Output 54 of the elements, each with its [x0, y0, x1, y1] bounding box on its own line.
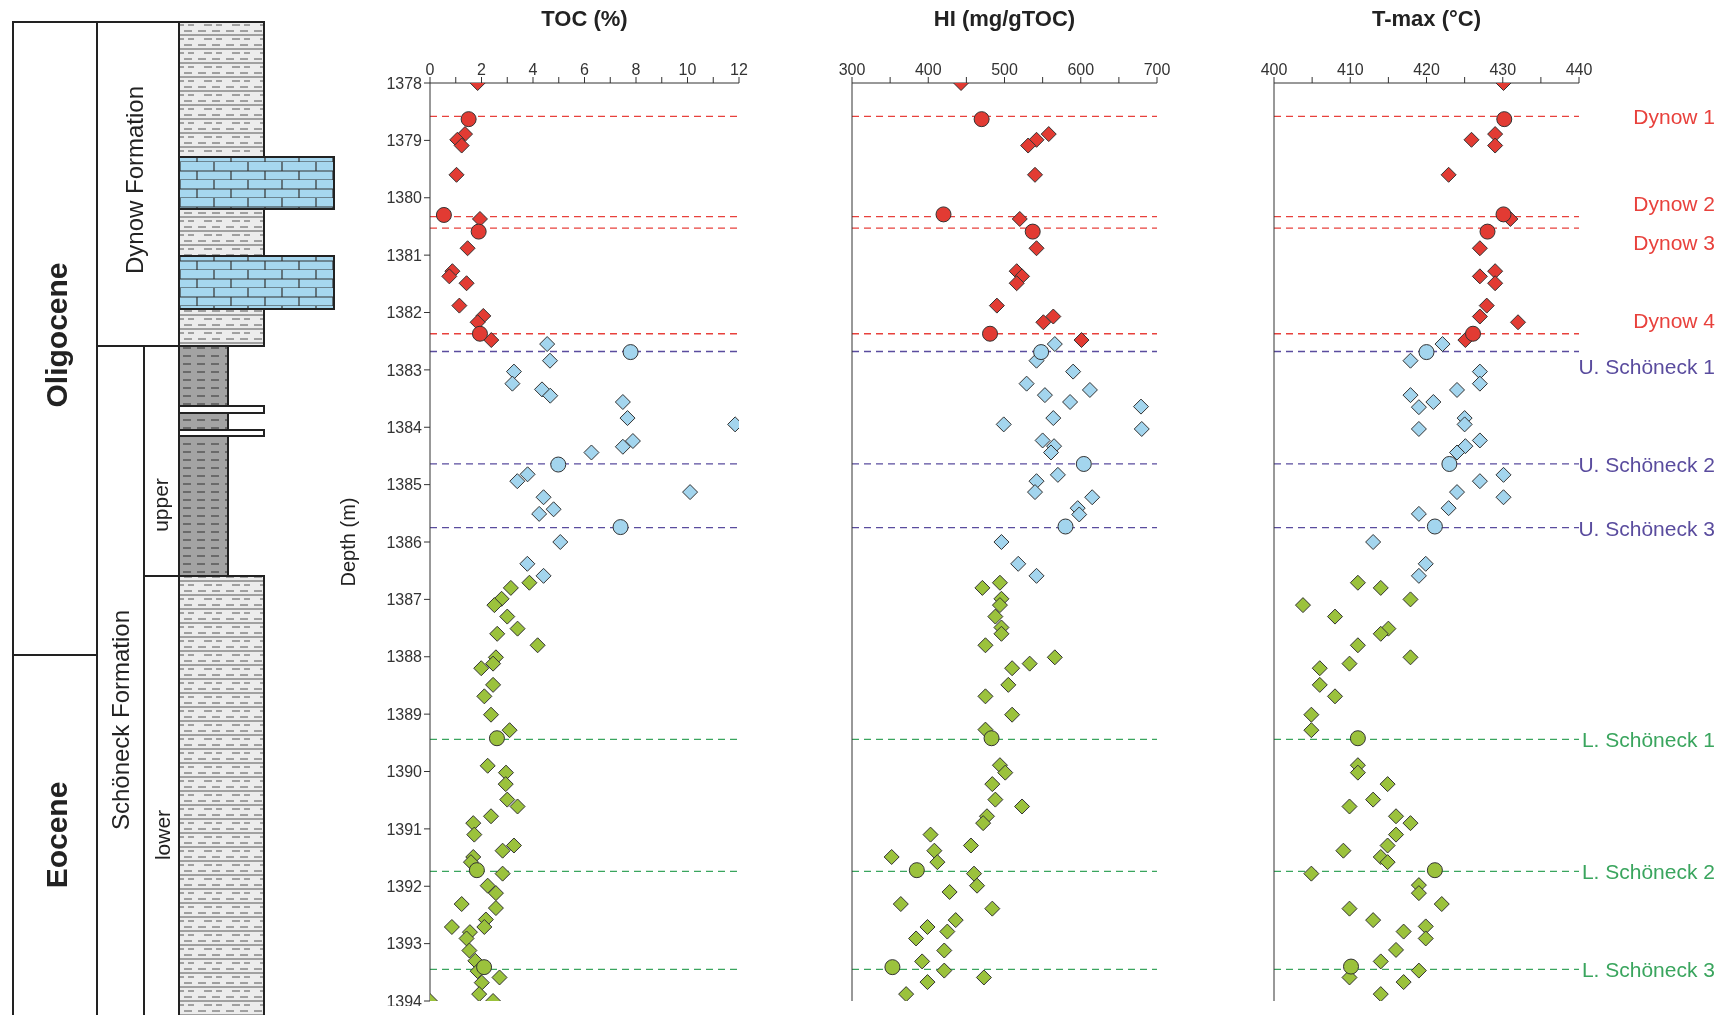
x-tick-label: 430: [1489, 61, 1517, 78]
ref-line-label: L. Schöneck 2: [1581, 860, 1715, 884]
ref-line-label: U. Schöneck 2: [1578, 452, 1715, 476]
y-tick-label: 1392: [386, 877, 423, 895]
x-tick-label: 300: [838, 61, 866, 78]
x-tick-label: 8: [631, 61, 641, 78]
text: Oligocene: [39, 262, 73, 408]
y-tick-label: 1394: [386, 992, 423, 1010]
chart-title: TOC (%): [540, 6, 629, 32]
ref-line-label: Dynow 3: [1633, 231, 1715, 255]
x-tick-label: 410: [1336, 61, 1364, 78]
y-tick-label: 1390: [386, 763, 423, 781]
x-tick-label: 440: [1565, 61, 1593, 78]
x-tick-label: 420: [1413, 61, 1440, 78]
x-tick-label: 0: [425, 61, 435, 78]
y-tick-label: 1382: [386, 304, 423, 322]
ref-line-label: Dynow 4: [1633, 308, 1716, 332]
y-axis-title: Depth (m): [337, 497, 360, 587]
y-tick-label: 1389: [386, 705, 423, 723]
ref-line-label: U. Schöneck 3: [1578, 516, 1715, 540]
y-tick-label: 1387: [386, 591, 423, 609]
x-tick-label: 6: [580, 61, 590, 78]
y-tick-label: 1391: [386, 820, 423, 838]
y-tick-label: 1386: [386, 533, 423, 551]
x-tick-label: 400: [1260, 61, 1288, 78]
y-tick-label: 1379: [386, 132, 423, 150]
text: Dynow Formation: [120, 85, 148, 275]
y-tick-label: 1388: [386, 648, 423, 666]
chart-title: T-max (°C): [1370, 6, 1482, 32]
x-tick-label: 400: [914, 61, 942, 78]
ref-line-label: L. Schöneck 3: [1581, 958, 1715, 982]
y-tick-label: 1385: [386, 476, 423, 494]
x-tick-label: 2: [477, 61, 487, 78]
y-tick-label: 1384: [386, 418, 423, 436]
ref-line-label: Dynow 1: [1633, 105, 1715, 129]
y-tick-label: 1378: [386, 74, 423, 92]
ref-line-label: Dynow 2: [1633, 191, 1715, 215]
y-tick-label: 1393: [386, 935, 423, 953]
y-tick-label: 1383: [386, 361, 423, 379]
x-tick-label: 600: [1067, 61, 1095, 78]
x-tick-label: 700: [1143, 61, 1171, 78]
x-tick-label: 10: [678, 61, 697, 78]
ref-line-label: U. Schöneck 1: [1578, 354, 1715, 378]
text: upper: [148, 478, 172, 532]
ref-line-label: L. Schöneck 1: [1581, 728, 1715, 752]
x-tick-label: 4: [528, 61, 538, 78]
y-tick-label: 1380: [386, 189, 423, 207]
y-tick-label: 1381: [386, 246, 423, 264]
text: Schöneck Formation: [106, 609, 134, 831]
x-tick-label: 500: [991, 61, 1018, 78]
x-tick-label: 12: [730, 61, 748, 78]
text: Eocene: [39, 781, 73, 889]
text: lower: [150, 809, 174, 861]
chart-title: HI (mg/gTOC): [932, 6, 1077, 32]
